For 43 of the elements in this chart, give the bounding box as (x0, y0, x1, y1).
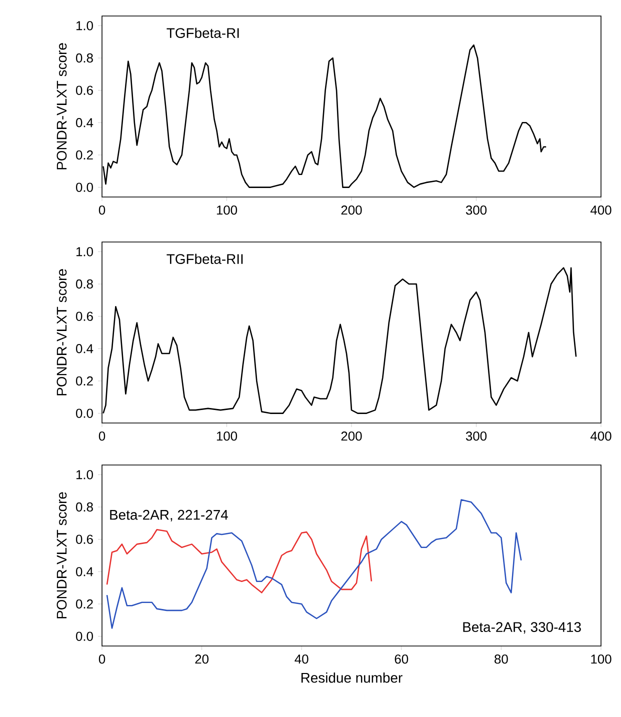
y-tick-label: 0.8 (76, 53, 93, 63)
x-tick-label: 200 (341, 206, 362, 215)
y-tick-label: 0.8 (76, 279, 93, 289)
y-tick-label: 0.0 (76, 408, 93, 418)
x-tick-label: 0 (98, 206, 106, 215)
x-tick-label: 20 (195, 654, 208, 664)
y-tick-label: 0.4 (76, 567, 94, 576)
y-tick-label: 0.2 (76, 150, 93, 160)
x-tick-label: 100 (216, 206, 238, 215)
y-tick-label: 0.6 (76, 534, 93, 544)
y-tick-label: 0.0 (76, 182, 93, 192)
x-tick-label: 200 (341, 432, 362, 441)
series-label: Beta-2AR, 221-274 (110, 510, 228, 522)
y-axis-title: PONDR-VLXT score (56, 492, 67, 618)
text: TGFbeta-RI (166, 28, 239, 38)
x-tick-label: 100 (591, 654, 612, 664)
x-tick-label: 300 (466, 206, 487, 215)
y-tick-label: 0.2 (76, 376, 93, 386)
y-tick-label: 0.0 (76, 632, 93, 641)
y-tick-label: 1.0 (76, 470, 93, 480)
y-axis-title: PONDR-VLXT score (56, 43, 67, 170)
line-series (106, 528, 372, 594)
y-axis-title: PONDR-VLXT score (56, 269, 67, 396)
x-tick-label: 400 (590, 206, 612, 215)
x-tick-label: 80 (494, 654, 508, 664)
x-tick-label: 60 (394, 654, 408, 664)
y-tick-label: 0.2 (76, 599, 93, 609)
x-tick-label: 40 (294, 654, 308, 664)
x-tick-label: 0 (98, 654, 106, 664)
x-tick-label: 400 (590, 432, 612, 441)
y-tick-label: 0.8 (76, 502, 93, 512)
text: TGFbeta-RII (166, 254, 243, 264)
x-tick-label: 100 (216, 432, 238, 441)
y-tick-label: 0.4 (76, 344, 94, 354)
y-tick-label: 0.6 (76, 312, 93, 321)
x-tick-label: 0 (98, 432, 106, 441)
text: Beta-2AR, 330-413 (463, 622, 581, 634)
y-tick-label: 1.0 (76, 247, 93, 256)
x-tick-label: 300 (466, 432, 487, 441)
y-tick-label: 0.4 (76, 118, 94, 128)
x-axis-title: Residue number (301, 672, 402, 683)
y-tick-label: 1.0 (76, 21, 93, 30)
y-tick-label: 0.6 (76, 86, 93, 95)
